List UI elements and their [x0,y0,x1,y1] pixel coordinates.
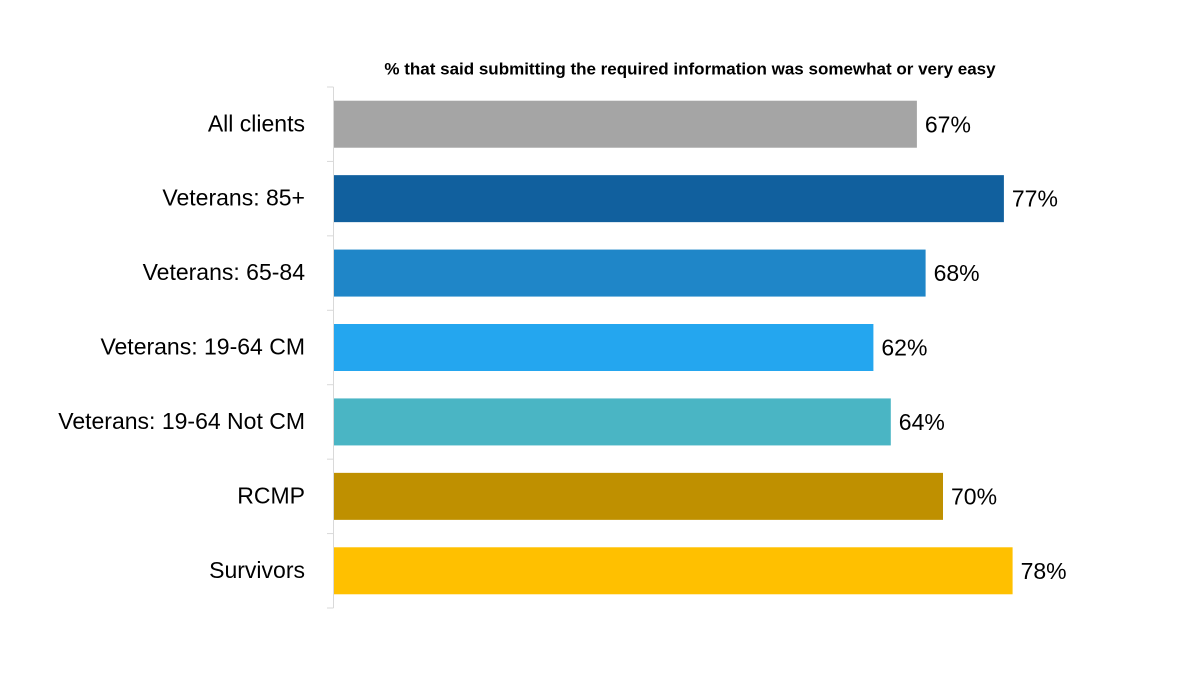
category-label: Veterans: 19-64 Not CM [58,408,305,434]
value-label: 62% [881,335,927,361]
bar [334,249,926,297]
category-label: Veterans: 65-84 [143,259,306,285]
value-label: 64% [899,409,945,435]
category-label: Veterans: 19-64 CM [100,334,305,360]
bar [334,398,891,446]
category-label: RCMP [237,482,305,508]
bar [334,100,917,148]
category-label: Veterans: 85+ [162,185,305,211]
value-label: 77% [1012,186,1058,212]
value-label: 68% [934,260,980,286]
chart-title: % that said submitting the required info… [384,59,996,78]
bar [334,324,874,371]
bar [334,547,1013,595]
value-label: 67% [925,111,971,137]
category-label: All clients [208,110,305,136]
bar [334,175,1004,223]
value-label: 70% [951,483,997,509]
category-label: Survivors [209,557,305,583]
bar [334,472,943,520]
value-label: 78% [1021,558,1067,584]
